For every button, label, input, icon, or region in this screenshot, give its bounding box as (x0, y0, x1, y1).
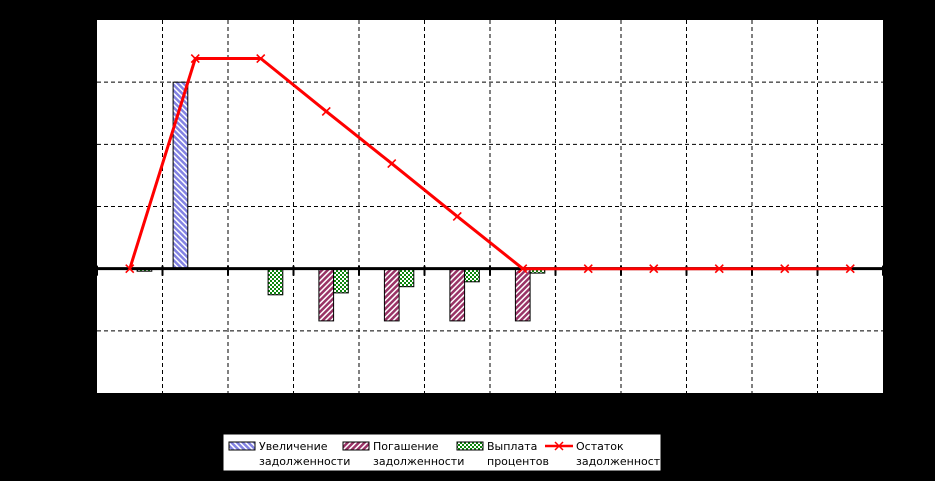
axis-ticks-group (96, 265, 884, 276)
x-marker (780, 264, 790, 274)
legend-label: процентов (487, 455, 549, 468)
legend-x-marker (554, 441, 564, 451)
legend-label: задолженности (373, 455, 464, 468)
legend-frame (222, 433, 662, 472)
legend-label: Выплата (487, 440, 537, 453)
x-marker (452, 211, 462, 222)
bar-interest-payment (333, 268, 349, 294)
bar-debt-repayment (318, 268, 335, 322)
plum-diagonal-hatch-swatch (342, 441, 370, 451)
bar-interest-payment (398, 268, 415, 288)
bars-group (136, 81, 546, 322)
bar-interest-payment (267, 268, 284, 296)
green-checker-swatch (456, 441, 484, 451)
legend-label: Остаток (576, 440, 624, 453)
x-marker (714, 264, 724, 274)
x-marker (583, 264, 593, 274)
x-marker (190, 53, 200, 64)
legend-box: Увеличение задолженности Погашение задол… (222, 433, 667, 472)
x-marker (845, 264, 855, 274)
bar-debt-repayment (514, 268, 531, 322)
x-marker (387, 159, 397, 169)
legend-label: Увеличение (259, 440, 328, 453)
debt-balance-line (128, 57, 851, 271)
gridlines-group (97, 20, 883, 393)
red-line-x-marker-swatch (545, 441, 573, 451)
x-marker (125, 264, 135, 274)
debt-line-group (125, 53, 855, 274)
x-marker (321, 106, 331, 116)
bar-debt-repayment (383, 268, 400, 322)
legend-label: задолженности (576, 455, 667, 468)
legend-label: Погашение (373, 440, 439, 453)
blue-diagonal-hatch-swatch (228, 441, 256, 451)
bar-debt-repayment (449, 268, 466, 322)
x-marker (518, 264, 528, 274)
x-marker (256, 53, 266, 64)
x-marker (649, 264, 659, 274)
bar-interest-payment (464, 268, 480, 283)
legend-label: задолженности (259, 455, 350, 468)
